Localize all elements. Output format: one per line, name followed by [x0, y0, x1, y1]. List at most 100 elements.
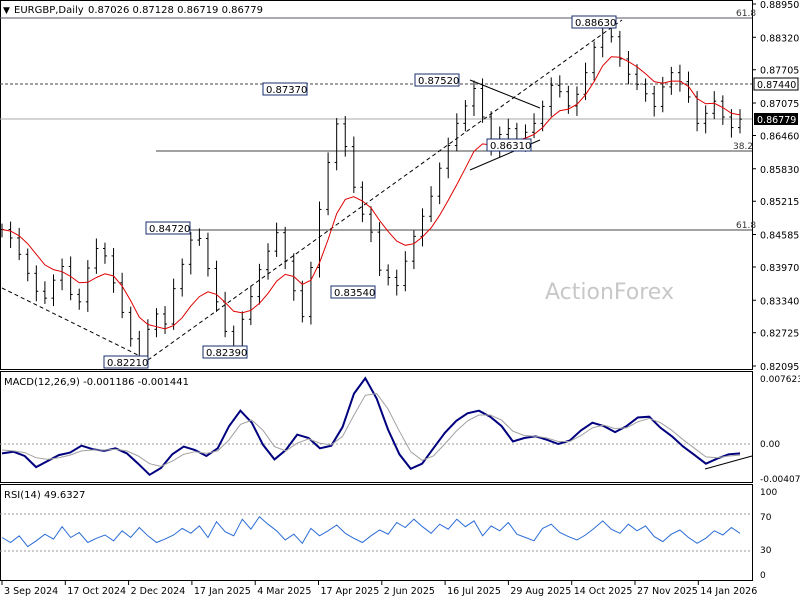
annotations-group: 0.82210 0.84720 0.82390 0.87370 0.83540 0.875…	[103, 15, 617, 369]
date-tick-label: 17 Oct 2024	[67, 586, 126, 597]
price-bar	[223, 291, 228, 338]
price-bar	[720, 95, 725, 125]
price-tick-label: 0.83340	[760, 296, 799, 307]
price-bar	[163, 306, 168, 335]
price-pane-frame	[0, 0, 753, 370]
channel-upper-trendline	[147, 19, 623, 361]
price-bar	[25, 248, 30, 282]
price-bar	[326, 152, 331, 216]
price-bar	[257, 263, 262, 305]
price-bar	[102, 242, 107, 264]
price-bar	[437, 162, 442, 205]
price-tick-label: 0.82095	[760, 362, 799, 373]
price-annotation: 0.83540	[330, 285, 376, 299]
price-annotation: 0.82210	[103, 355, 149, 369]
macd-divergence-line	[704, 455, 753, 470]
price-bar	[446, 137, 451, 179]
price-bar	[660, 76, 665, 113]
rsi-tick-label: 100	[760, 488, 777, 498]
price-bar	[712, 91, 717, 120]
price-bar	[360, 181, 365, 223]
price-bar	[386, 264, 391, 286]
price-bar	[171, 278, 176, 330]
price-bar	[111, 247, 116, 293]
price-tick-label: 0.85830	[760, 165, 799, 176]
price-bar	[343, 115, 348, 157]
date-tick-label: 14 Oct 2025	[574, 586, 633, 597]
macd-tick-label: 0.007623	[760, 375, 800, 385]
price-bar	[317, 201, 322, 278]
price-bar	[677, 64, 682, 92]
svg-text:0.82210: 0.82210	[107, 358, 148, 369]
price-bar	[729, 109, 734, 138]
price-bar	[429, 186, 434, 223]
collapse-triangle-icon[interactable]: ▼	[3, 6, 10, 16]
price-tick-label: 0.84585	[760, 231, 799, 242]
price-bar	[351, 136, 356, 194]
svg-text:0.87520: 0.87520	[418, 76, 459, 87]
macd-tick-label: 0.00	[760, 440, 780, 450]
date-tick-label: 2 Dec 2024	[131, 586, 186, 597]
price-bar	[334, 118, 339, 171]
rsi-tick-label: 70	[760, 513, 772, 523]
price-bar	[283, 226, 288, 270]
moving-average-line	[1, 56, 741, 330]
date-tick-label: 4 Mar 2025	[257, 586, 311, 597]
price-annotation: 0.87520	[414, 73, 460, 87]
price-bar	[120, 272, 125, 319]
price-bar	[248, 286, 253, 326]
price-bar	[94, 238, 99, 274]
macd-pane-frame	[0, 371, 753, 483]
price-bar	[394, 269, 399, 296]
price-bar	[549, 77, 554, 117]
price-bar	[703, 105, 708, 134]
price-bar	[635, 64, 640, 91]
series-lines-group	[1, 56, 741, 548]
fib-618-upper-label: 61.8	[736, 9, 756, 19]
price-tick-label: 0.88950	[760, 0, 799, 11]
symbol-label: EURGBP,Daily	[14, 5, 84, 16]
price-bar	[403, 251, 408, 292]
price-tick-label: 0.87705	[760, 66, 799, 77]
price-bar	[652, 85, 657, 117]
price-bar	[68, 256, 73, 301]
price-annotation: 0.84720	[145, 221, 191, 235]
price-bars-group	[0, 17, 742, 368]
price-bar	[643, 78, 648, 102]
macd-tick-label: -0.004073	[760, 475, 800, 485]
price-annotation: 0.82390	[202, 345, 248, 359]
price-bar	[411, 230, 416, 270]
price-bar	[557, 75, 562, 98]
date-tick-label: 2 Jun 2025	[384, 586, 435, 597]
price-tick-label: 0.85215	[760, 197, 799, 208]
price-tick-label: 0.86460	[760, 131, 799, 142]
current-price-box: 0.86779	[754, 113, 798, 126]
price-bar	[60, 258, 65, 291]
price-bar	[128, 306, 133, 347]
fib-618-lower-label: 61.8	[736, 221, 756, 231]
price-bar	[480, 78, 485, 123]
fib-382-label: 38.2	[733, 142, 753, 152]
price-tick-label: 0.88320	[760, 33, 799, 44]
svg-text:0.87440: 0.87440	[757, 80, 796, 91]
price-bar	[188, 232, 193, 275]
price-bar	[617, 30, 622, 67]
macd-main-line	[1, 376, 741, 477]
price-bar	[463, 100, 468, 132]
date-tick-label: 27 Nov 2025	[637, 586, 698, 597]
date-tick-label: 17 Apr 2025	[321, 586, 380, 597]
price-bar	[377, 222, 382, 276]
watermark: ActionForex	[545, 280, 674, 305]
price-annotation: 0.88630	[571, 15, 617, 29]
price-bar	[154, 308, 159, 338]
date-tick-label: 3 Sep 2024	[4, 586, 58, 597]
rsi-tick-label: 30	[760, 546, 772, 556]
macd-signal-line	[1, 393, 741, 467]
rsi-label: RSI(14) 49.6327	[4, 490, 85, 501]
price-bar	[8, 221, 13, 248]
price-bar	[214, 260, 219, 312]
price-bar	[42, 281, 47, 304]
